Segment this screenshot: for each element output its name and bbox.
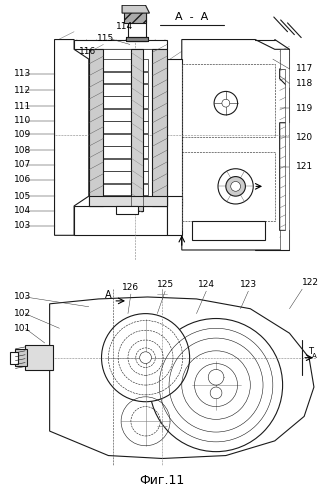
Circle shape: [226, 177, 245, 196]
Bar: [103, 109, 147, 121]
Polygon shape: [182, 39, 289, 250]
Circle shape: [222, 99, 230, 107]
Text: 122: 122: [302, 278, 319, 287]
Bar: [103, 184, 147, 196]
Text: 116: 116: [79, 47, 96, 56]
Bar: [89, 196, 167, 206]
Text: A: A: [312, 353, 317, 359]
Polygon shape: [167, 196, 182, 236]
Text: 117: 117: [296, 64, 314, 73]
Text: 111: 111: [14, 102, 32, 111]
Bar: [103, 59, 147, 71]
Circle shape: [214, 91, 238, 115]
Bar: [116, 206, 138, 214]
Text: 125: 125: [156, 280, 174, 289]
Bar: [103, 121, 147, 133]
Polygon shape: [74, 39, 167, 49]
Text: 106: 106: [14, 175, 32, 184]
Bar: [182, 152, 275, 221]
Text: 103: 103: [14, 221, 32, 230]
Polygon shape: [74, 206, 167, 236]
Text: T: T: [308, 347, 313, 356]
Text: 126: 126: [122, 283, 139, 292]
Text: 101: 101: [14, 324, 32, 333]
Text: А  -  А: А - А: [175, 12, 208, 22]
Text: 105: 105: [14, 192, 32, 201]
Text: 114: 114: [116, 22, 133, 31]
Text: 121: 121: [296, 162, 313, 171]
Text: 104: 104: [14, 206, 32, 216]
Text: 110: 110: [14, 116, 32, 125]
Bar: [131, 49, 143, 211]
Polygon shape: [124, 10, 146, 23]
Bar: [128, 10, 146, 41]
Text: 103: 103: [14, 292, 32, 301]
Circle shape: [210, 387, 222, 399]
Text: 123: 123: [240, 280, 257, 289]
Polygon shape: [122, 5, 149, 13]
Text: 118: 118: [296, 79, 314, 88]
Text: 120: 120: [296, 133, 313, 142]
Bar: [89, 49, 167, 206]
Text: Фиг.11: Фиг.11: [139, 474, 185, 487]
Text: 119: 119: [296, 104, 314, 113]
Bar: [103, 134, 147, 146]
Text: 109: 109: [14, 130, 32, 139]
Bar: [89, 49, 103, 206]
Polygon shape: [192, 221, 265, 240]
Polygon shape: [54, 39, 89, 236]
Bar: [103, 159, 147, 171]
Text: 115: 115: [97, 34, 114, 43]
Polygon shape: [167, 59, 182, 206]
Bar: [103, 96, 147, 108]
Polygon shape: [50, 297, 314, 459]
Bar: [103, 84, 147, 96]
Circle shape: [231, 182, 241, 191]
Bar: [182, 64, 275, 137]
Bar: [103, 71, 147, 83]
Bar: [25, 345, 52, 370]
Text: А: А: [105, 290, 112, 300]
Bar: [103, 146, 147, 158]
Text: 124: 124: [198, 280, 215, 289]
Bar: [152, 49, 167, 206]
Text: 112: 112: [14, 86, 32, 95]
Bar: [126, 36, 147, 41]
Circle shape: [149, 318, 283, 452]
Text: 107: 107: [14, 160, 32, 169]
Bar: [103, 171, 147, 183]
Circle shape: [140, 352, 151, 364]
Polygon shape: [280, 49, 289, 250]
Text: 102: 102: [14, 309, 32, 318]
Bar: [15, 349, 27, 366]
Text: 113: 113: [14, 69, 32, 78]
Text: 108: 108: [14, 146, 32, 155]
Circle shape: [101, 313, 190, 402]
Circle shape: [218, 169, 253, 204]
Bar: [11, 352, 18, 364]
Circle shape: [208, 369, 224, 385]
